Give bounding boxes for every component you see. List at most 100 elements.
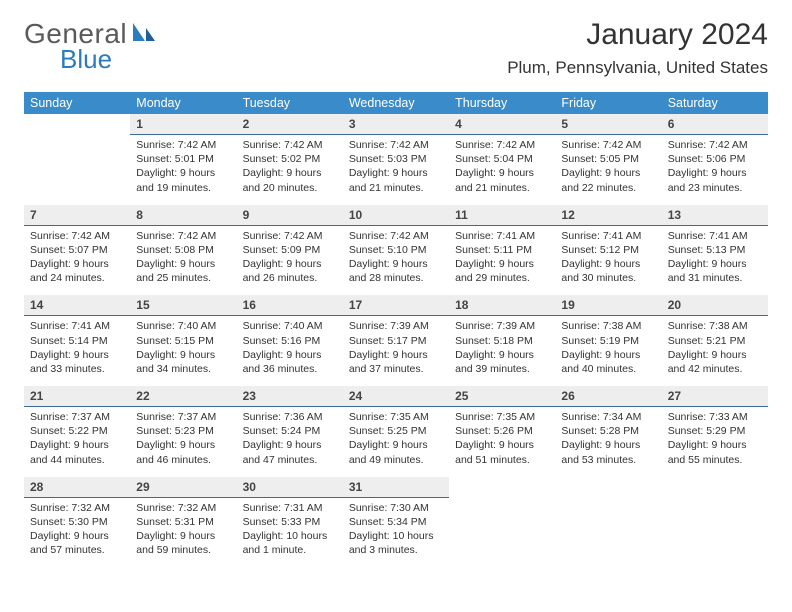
sunrise-text: Sunrise: 7:34 AM [561,410,655,424]
sunrise-text: Sunrise: 7:42 AM [243,138,337,152]
daylight-text: Daylight: 9 hours and 34 minutes. [136,348,230,376]
daylight-text: Daylight: 9 hours and 46 minutes. [136,438,230,466]
day-number: 7 [24,205,130,226]
sunrise-text: Sunrise: 7:42 AM [349,138,443,152]
day-number: 31 [343,477,449,498]
daylight-text: Daylight: 9 hours and 23 minutes. [668,166,762,194]
day-cell: 30Sunrise: 7:31 AMSunset: 5:33 PMDayligh… [237,477,343,568]
day-number: 8 [130,205,236,226]
daylight-text: Daylight: 10 hours and 1 minute. [243,529,337,557]
day-number: 16 [237,295,343,316]
sunset-text: Sunset: 5:15 PM [136,334,230,348]
sunrise-text: Sunrise: 7:36 AM [243,410,337,424]
sunset-text: Sunset: 5:24 PM [243,424,337,438]
day-number: 25 [449,386,555,407]
sunrise-text: Sunrise: 7:42 AM [349,229,443,243]
sunrise-text: Sunrise: 7:41 AM [668,229,762,243]
day-header-saturday: Saturday [662,92,768,114]
week-row: 21Sunrise: 7:37 AMSunset: 5:22 PMDayligh… [24,386,768,477]
day-cell: 7Sunrise: 7:42 AMSunset: 5:07 PMDaylight… [24,205,130,296]
sunset-text: Sunset: 5:08 PM [136,243,230,257]
day-header-sunday: Sunday [24,92,130,114]
sunset-text: Sunset: 5:06 PM [668,152,762,166]
sunset-text: Sunset: 5:11 PM [455,243,549,257]
sunset-text: Sunset: 5:33 PM [243,515,337,529]
daylight-text: Daylight: 9 hours and 21 minutes. [455,166,549,194]
day-cell: 5Sunrise: 7:42 AMSunset: 5:05 PMDaylight… [555,114,661,205]
daylight-text: Daylight: 9 hours and 33 minutes. [30,348,124,376]
daylight-text: Daylight: 9 hours and 59 minutes. [136,529,230,557]
title-block: January 2024 Plum, Pennsylvania, United … [507,18,768,78]
sail-icon [131,21,157,48]
day-cell: 13Sunrise: 7:41 AMSunset: 5:13 PMDayligh… [662,205,768,296]
day-number: 19 [555,295,661,316]
day-info: Sunrise: 7:42 AMSunset: 5:02 PMDaylight:… [237,135,343,205]
sunrise-text: Sunrise: 7:42 AM [136,138,230,152]
day-number: 29 [130,477,236,498]
day-info: Sunrise: 7:42 AMSunset: 5:09 PMDaylight:… [237,226,343,296]
day-header-wednesday: Wednesday [343,92,449,114]
sunrise-text: Sunrise: 7:41 AM [561,229,655,243]
sunrise-text: Sunrise: 7:32 AM [136,501,230,515]
sunrise-text: Sunrise: 7:35 AM [349,410,443,424]
sunrise-text: Sunrise: 7:40 AM [136,319,230,333]
daylight-text: Daylight: 9 hours and 22 minutes. [561,166,655,194]
calendar-page: General Blue January 2024 Plum, Pennsylv… [0,0,792,585]
sunset-text: Sunset: 5:09 PM [243,243,337,257]
day-number: 30 [237,477,343,498]
day-cell: 17Sunrise: 7:39 AMSunset: 5:17 PMDayligh… [343,295,449,386]
sunrise-text: Sunrise: 7:33 AM [668,410,762,424]
sunset-text: Sunset: 5:05 PM [561,152,655,166]
day-info: Sunrise: 7:39 AMSunset: 5:18 PMDaylight:… [449,316,555,386]
day-number: 24 [343,386,449,407]
sunset-text: Sunset: 5:22 PM [30,424,124,438]
day-info: Sunrise: 7:42 AMSunset: 5:08 PMDaylight:… [130,226,236,296]
day-info: Sunrise: 7:34 AMSunset: 5:28 PMDaylight:… [555,407,661,477]
day-cell: 22Sunrise: 7:37 AMSunset: 5:23 PMDayligh… [130,386,236,477]
day-header-friday: Friday [555,92,661,114]
day-cell: 27Sunrise: 7:33 AMSunset: 5:29 PMDayligh… [662,386,768,477]
sunrise-text: Sunrise: 7:42 AM [455,138,549,152]
day-cell: 6Sunrise: 7:42 AMSunset: 5:06 PMDaylight… [662,114,768,205]
daylight-text: Daylight: 9 hours and 28 minutes. [349,257,443,285]
day-number: 12 [555,205,661,226]
day-cell: 8Sunrise: 7:42 AMSunset: 5:08 PMDaylight… [130,205,236,296]
daylight-text: Daylight: 9 hours and 37 minutes. [349,348,443,376]
week-row: 7Sunrise: 7:42 AMSunset: 5:07 PMDaylight… [24,205,768,296]
day-number: 11 [449,205,555,226]
day-number: 5 [555,114,661,135]
sunrise-text: Sunrise: 7:39 AM [455,319,549,333]
week-row: 1Sunrise: 7:42 AMSunset: 5:01 PMDaylight… [24,114,768,205]
day-info: Sunrise: 7:31 AMSunset: 5:33 PMDaylight:… [237,498,343,568]
day-info: Sunrise: 7:38 AMSunset: 5:19 PMDaylight:… [555,316,661,386]
day-header-thursday: Thursday [449,92,555,114]
daylight-text: Daylight: 9 hours and 29 minutes. [455,257,549,285]
sunset-text: Sunset: 5:03 PM [349,152,443,166]
sunrise-text: Sunrise: 7:37 AM [30,410,124,424]
day-cell: 11 Sunrise: 7:41 AMSunset: 5:11 PMDayligh… [449,205,555,296]
day-cell [662,477,768,568]
day-cell [24,114,130,205]
day-info: Sunrise: 7:41 AMSunset: 5:13 PMDaylight:… [662,226,768,296]
day-number: 2 [237,114,343,135]
calendar-body: 1Sunrise: 7:42 AMSunset: 5:01 PMDaylight… [24,114,768,567]
day-cell: 4Sunrise: 7:42 AMSunset: 5:04 PMDaylight… [449,114,555,205]
day-number: 18 [449,295,555,316]
day-number: 22 [130,386,236,407]
day-info: Sunrise: 7:42 AMSunset: 5:04 PMDaylight:… [449,135,555,205]
day-cell [449,477,555,568]
sunrise-text: Sunrise: 7:41 AM [455,229,549,243]
day-cell: 20Sunrise: 7:38 AMSunset: 5:21 PMDayligh… [662,295,768,386]
day-number: 26 [555,386,661,407]
day-info: Sunrise: 7:36 AMSunset: 5:24 PMDaylight:… [237,407,343,477]
daylight-text: Daylight: 9 hours and 49 minutes. [349,438,443,466]
sunrise-text: Sunrise: 7:38 AM [561,319,655,333]
daylight-text: Daylight: 9 hours and 36 minutes. [243,348,337,376]
day-cell: 19Sunrise: 7:38 AMSunset: 5:19 PMDayligh… [555,295,661,386]
sunrise-text: Sunrise: 7:32 AM [30,501,124,515]
day-info: Sunrise: 7:42 AMSunset: 5:10 PMDaylight:… [343,226,449,296]
day-cell: 28Sunrise: 7:32 AMSunset: 5:30 PMDayligh… [24,477,130,568]
day-number: 28 [24,477,130,498]
daylight-text: Daylight: 9 hours and 44 minutes. [30,438,124,466]
day-cell: 31Sunrise: 7:30 AMSunset: 5:34 PMDayligh… [343,477,449,568]
